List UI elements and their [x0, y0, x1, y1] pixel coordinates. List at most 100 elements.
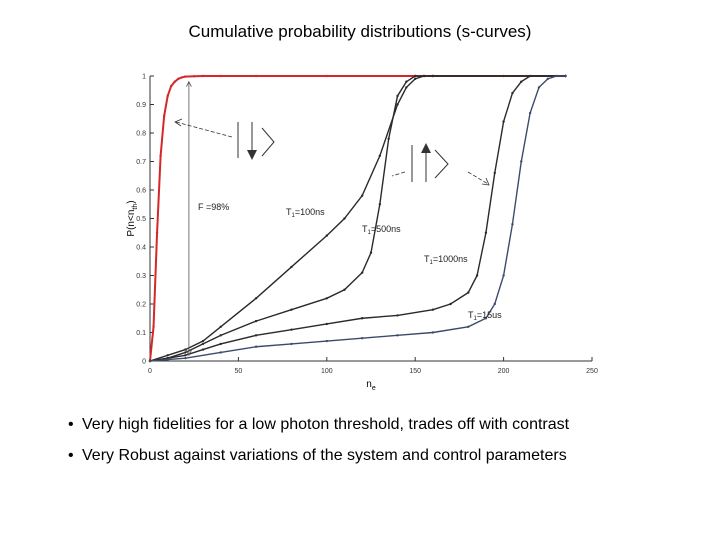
data-point	[201, 74, 205, 78]
data-point	[254, 319, 258, 323]
data-point	[360, 317, 364, 320]
data-point	[378, 203, 382, 206]
data-point	[396, 334, 399, 337]
y-tick-label: 0.5	[136, 216, 146, 223]
data-point	[184, 354, 187, 357]
series-4	[148, 74, 567, 363]
dashed-arrow-right	[467, 171, 489, 185]
data-point	[475, 274, 479, 277]
chevron-right-icon	[434, 149, 449, 179]
dashed-segment	[391, 171, 406, 177]
data-point	[360, 194, 364, 197]
data-point	[484, 317, 488, 320]
data-point	[414, 77, 417, 81]
bullet-item: • Very high fidelities for a low photon t…	[68, 416, 570, 433]
data-point	[378, 154, 382, 157]
x-tick-label: 250	[586, 368, 598, 375]
chevron-right-icon	[261, 127, 275, 157]
data-point	[493, 171, 496, 175]
data-point	[343, 288, 346, 291]
data-point	[555, 74, 558, 78]
arrow-up-icon	[421, 143, 431, 153]
data-point	[152, 325, 155, 328]
series-line	[149, 75, 566, 362]
x-tick-label: 150	[409, 368, 421, 375]
data-point	[201, 342, 205, 346]
data-point	[219, 342, 222, 346]
data-point	[290, 265, 293, 269]
data-point	[537, 86, 541, 89]
data-point	[449, 302, 452, 306]
data-point	[219, 325, 222, 328]
data-point	[396, 314, 399, 317]
data-point	[325, 322, 328, 326]
data-point	[493, 302, 496, 306]
data-point	[254, 297, 258, 300]
y-tick-label: 0.4	[136, 245, 146, 252]
series-line	[149, 75, 566, 362]
arrow-down-icon	[247, 150, 257, 160]
data-point	[201, 339, 205, 343]
data-point	[170, 84, 173, 88]
data-point	[173, 80, 176, 83]
bullet-item: • Very Robust against variations of the s…	[68, 447, 567, 464]
s-curve-chart: 0 50 100 150 200 250 0 0.1 0.2 0.3 0.4 0.5 0.6 0.7 0.8…	[126, 74, 598, 393]
data-point	[502, 120, 505, 123]
data-point	[360, 271, 364, 274]
data-point	[502, 274, 505, 277]
data-point	[290, 328, 293, 331]
series-line	[149, 75, 566, 362]
y-axis-label: P(n<nth)	[126, 200, 139, 236]
data-point	[467, 325, 470, 328]
data-point	[166, 358, 169, 361]
annotation-label: T1=1000ns	[424, 254, 468, 266]
data-point	[193, 75, 196, 78]
data-point	[405, 86, 408, 89]
data-point	[387, 137, 390, 140]
data-point	[184, 75, 187, 78]
x-tick-label: 200	[498, 368, 510, 375]
series-line	[149, 75, 566, 362]
data-point	[511, 223, 514, 226]
y-tick-label: 0.6	[136, 188, 146, 195]
annotation-label: T1=500ns	[362, 224, 401, 236]
data-point	[396, 103, 399, 106]
data-point	[219, 334, 222, 337]
y-tick-label: 0	[142, 359, 146, 366]
data-point	[219, 74, 222, 78]
data-point	[201, 348, 205, 351]
data-point	[520, 160, 523, 163]
data-point	[396, 94, 399, 98]
y-tick-label: 0.2	[136, 302, 146, 309]
data-point	[431, 331, 435, 334]
y-tick-label: 0.9	[136, 102, 146, 109]
annotation-label: T1=100ns	[286, 207, 325, 219]
annotation-label: F =98%	[198, 202, 229, 212]
data-point	[467, 291, 470, 294]
y-tick-label: 0.3	[136, 273, 146, 280]
data-point	[184, 348, 187, 351]
data-point	[520, 80, 523, 83]
data-point	[431, 74, 435, 78]
data-point	[254, 74, 258, 78]
arrowhead-up	[186, 80, 192, 87]
data-point	[369, 251, 373, 254]
arrowhead-down	[186, 350, 192, 357]
x-axis-label: ne	[366, 379, 376, 392]
bullet-text: Very Robust against variations of the sy…	[82, 447, 567, 464]
y-tick-label: 0.8	[136, 131, 146, 138]
data-point	[564, 74, 567, 78]
data-point	[166, 354, 169, 357]
data-point	[184, 356, 187, 360]
data-point	[184, 351, 187, 354]
series-line	[149, 75, 566, 362]
data-point	[159, 154, 162, 157]
data-point	[148, 359, 152, 363]
data-point	[290, 342, 293, 346]
data-point	[431, 308, 435, 311]
data-point	[360, 337, 364, 340]
x-tick-label: 0	[148, 368, 152, 375]
data-point	[162, 114, 166, 118]
y-tick-label: 1	[142, 74, 146, 81]
data-point	[325, 297, 328, 300]
